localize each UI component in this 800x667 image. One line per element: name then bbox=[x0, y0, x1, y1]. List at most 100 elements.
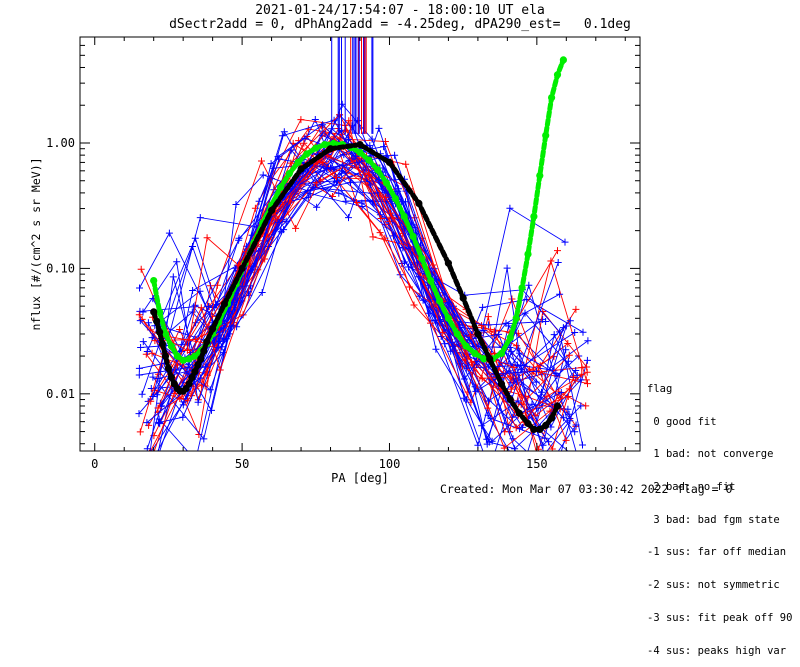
measurement-marker bbox=[460, 375, 468, 383]
measurement-marker bbox=[487, 415, 495, 423]
measurement-marker bbox=[561, 238, 569, 246]
measurement-marker bbox=[486, 466, 493, 473]
measurement-marker bbox=[287, 159, 295, 167]
legend-title: flag bbox=[647, 382, 673, 395]
measurement-marker bbox=[578, 364, 586, 372]
measurement-marker bbox=[213, 301, 221, 309]
measurement-marker bbox=[564, 405, 572, 413]
measurement-trace bbox=[150, 146, 570, 417]
measurement-marker bbox=[586, 466, 593, 473]
legend-item: 0 good fit bbox=[647, 415, 717, 428]
measurement-marker bbox=[208, 406, 215, 414]
measurement-marker bbox=[369, 233, 377, 241]
y-tick-label: 1.00 bbox=[46, 136, 75, 150]
measurement-marker bbox=[197, 304, 205, 312]
measurement-marker bbox=[390, 232, 397, 240]
measurement-marker bbox=[143, 445, 151, 451]
measurement-marker bbox=[401, 258, 408, 266]
measurement-marker bbox=[143, 419, 151, 427]
measurement-marker bbox=[391, 151, 399, 159]
measurement-marker bbox=[292, 224, 300, 232]
measurement-marker bbox=[405, 243, 413, 251]
measurement-marker bbox=[560, 414, 568, 422]
measurement-marker bbox=[406, 283, 413, 291]
measurement-marker bbox=[144, 466, 151, 473]
measurement-marker bbox=[542, 318, 550, 325]
legend-item: 3 bad: bad fgm state bbox=[647, 513, 780, 526]
measurement-marker bbox=[143, 348, 151, 355]
created-timestamp: Created: Mon Mar 07 03:30:42 2022 bbox=[440, 482, 669, 496]
measurement-marker bbox=[479, 303, 487, 311]
chart-title: 2021-01-24/17:54:07 - 18:00:10 UT ela bbox=[255, 3, 545, 18]
measurement-marker bbox=[151, 337, 159, 345]
measurement-marker bbox=[381, 193, 389, 201]
measurement-marker bbox=[513, 342, 520, 350]
measurement-marker bbox=[503, 264, 511, 272]
measurement-marker bbox=[478, 374, 486, 382]
measurement-marker bbox=[280, 226, 288, 234]
legend-item: -2 sus: not symmetric bbox=[647, 579, 780, 592]
measurement-marker bbox=[480, 327, 488, 335]
measurement-marker bbox=[394, 187, 402, 195]
measurement-marker bbox=[135, 364, 143, 372]
measurement-marker bbox=[565, 385, 573, 393]
measurement-marker bbox=[351, 152, 359, 160]
measurement-marker bbox=[484, 411, 492, 419]
measurement-marker bbox=[506, 204, 514, 212]
measurement-marker bbox=[235, 236, 243, 244]
x-tick-label: 50 bbox=[235, 457, 249, 471]
measurement-marker bbox=[220, 324, 227, 332]
measurement-marker bbox=[559, 324, 567, 332]
legend-item: 1 bad: not converge bbox=[647, 448, 774, 461]
measurement-marker bbox=[484, 397, 492, 405]
measurement-marker bbox=[144, 319, 152, 327]
measurement-marker bbox=[158, 450, 160, 451]
measurement-marker bbox=[510, 363, 518, 371]
measurement-marker bbox=[375, 124, 383, 132]
measurement-marker bbox=[191, 234, 199, 242]
measurement-marker bbox=[136, 284, 143, 292]
measurement-marker bbox=[577, 402, 585, 410]
measurement-marker bbox=[584, 380, 591, 388]
measurement-marker bbox=[377, 215, 385, 222]
measurement-marker bbox=[282, 217, 290, 225]
measurement-marker bbox=[439, 328, 447, 336]
measurement-marker bbox=[136, 307, 144, 315]
measurement-marker bbox=[565, 351, 573, 359]
measurement-marker bbox=[387, 209, 394, 217]
measurement-marker bbox=[335, 189, 343, 197]
x-tick-label: 150 bbox=[526, 457, 548, 471]
x-axis-label: PA [deg] bbox=[331, 471, 389, 485]
measurement-marker bbox=[473, 360, 480, 368]
measurement-marker bbox=[554, 259, 562, 266]
measurement-marker bbox=[533, 404, 541, 412]
measurement-marker bbox=[138, 390, 146, 398]
measurement-marker bbox=[548, 445, 556, 451]
measurement-marker bbox=[539, 308, 547, 315]
measurement-marker bbox=[484, 313, 492, 321]
measurement-marker bbox=[156, 420, 164, 428]
measurement-marker bbox=[173, 258, 181, 266]
measurement-marker bbox=[515, 349, 523, 357]
x-tick-label: 0 bbox=[91, 457, 98, 471]
black-fit-line bbox=[151, 142, 560, 432]
measurement-marker bbox=[135, 410, 143, 418]
y-tick-label: 0.10 bbox=[46, 261, 75, 275]
measurement-marker bbox=[267, 160, 275, 168]
measurement-marker bbox=[546, 407, 554, 415]
measurement-marker bbox=[579, 328, 587, 336]
measurement-marker bbox=[323, 164, 331, 172]
measurement-marker bbox=[135, 311, 143, 319]
measurement-marker bbox=[309, 184, 317, 192]
measurement-marker bbox=[507, 373, 515, 381]
measurement-marker bbox=[139, 338, 147, 346]
measurement-trace bbox=[150, 138, 577, 427]
measurement-marker bbox=[345, 214, 352, 222]
y-tick-label: 0.01 bbox=[46, 387, 75, 401]
measurement-marker bbox=[345, 135, 352, 143]
measurement-marker bbox=[192, 457, 199, 464]
chart-subtitle: dSectr2add = 0, dPhAng2add = -4.25deg, d… bbox=[169, 17, 631, 32]
measurement-marker bbox=[176, 326, 184, 333]
legend-item: -4 sus: peaks high var bbox=[647, 644, 787, 657]
measurement-marker bbox=[136, 317, 144, 325]
